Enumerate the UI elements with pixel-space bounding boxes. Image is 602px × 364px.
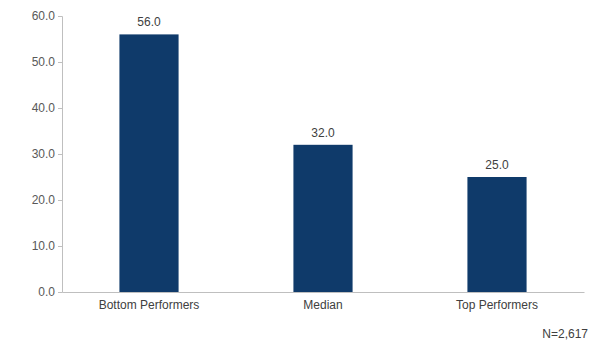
y-tick: 40.0	[32, 101, 62, 115]
bar	[119, 34, 178, 292]
y-tick: 60.0	[32, 9, 62, 23]
y-tick-label: 60.0	[32, 9, 56, 23]
y-tick: 0.0	[38, 285, 62, 299]
y-axis: 0.0 10.0 20.0 30.0 40.0 50.0 60.0	[32, 9, 63, 299]
annotation: N=2,617	[542, 327, 588, 341]
bar	[293, 145, 352, 292]
y-tick-label: 10.0	[32, 239, 56, 253]
y-tick-mark	[58, 246, 62, 247]
x-tick: Median	[303, 292, 342, 312]
y-tick-mark	[58, 292, 62, 293]
x-axis-line	[63, 292, 585, 293]
bars	[119, 34, 526, 292]
data-label: 25.0	[485, 158, 509, 172]
y-tick-mark	[58, 16, 62, 17]
y-tick-mark	[58, 108, 62, 109]
bar	[467, 177, 526, 292]
y-tick: 30.0	[32, 147, 62, 161]
y-tick-label: 40.0	[32, 101, 56, 115]
y-tick-mark	[58, 200, 62, 201]
x-tick: Bottom Performers	[99, 292, 200, 312]
y-tick-label: 50.0	[32, 55, 56, 69]
y-tick-mark	[58, 62, 62, 63]
x-tick-label: Top Performers	[456, 298, 538, 312]
x-axis: Bottom Performers Median Top Performers	[63, 292, 585, 312]
y-tick-label: 30.0	[32, 147, 56, 161]
y-tick: 50.0	[32, 55, 62, 69]
data-label: 32.0	[311, 126, 335, 140]
x-tick-label: Bottom Performers	[99, 298, 200, 312]
y-tick-mark	[58, 154, 62, 155]
x-tick: Top Performers	[456, 292, 538, 312]
chart: 0.0 10.0 20.0 30.0 40.0 50.0 60.0 Bottom Perfor…	[0, 0, 602, 364]
data-labels: 56.0 32.0 25.0	[137, 15, 509, 172]
y-tick-label: 0.0	[38, 285, 55, 299]
y-tick-label: 20.0	[32, 193, 56, 207]
plot: 0.0 10.0 20.0 30.0 40.0 50.0 60.0 Bottom Perfor…	[32, 9, 585, 312]
data-label: 56.0	[137, 15, 161, 29]
y-tick: 10.0	[32, 239, 62, 253]
y-axis-line	[58, 17, 63, 293]
y-tick: 20.0	[32, 193, 62, 207]
x-tick-label: Median	[303, 298, 342, 312]
